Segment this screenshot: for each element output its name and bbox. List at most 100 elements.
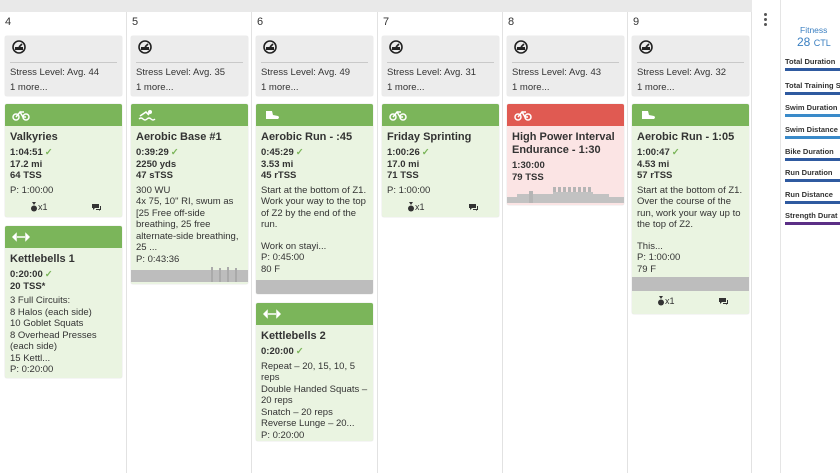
stress-level: Stress Level: Avg. 35 — [136, 67, 226, 78]
workout-distance: 2250 yds — [136, 158, 177, 170]
workout-card-aerobic-base[interactable]: Aerobic Base #1 0:39:29 ✓ 2250 yds 47 sTS… — [131, 104, 248, 284]
metric-label: Swim Duration — [785, 103, 838, 112]
more-link[interactable]: 1 more... — [387, 82, 425, 93]
workout-distance: 3.53 mi — [261, 158, 294, 170]
workout-header — [5, 226, 122, 248]
more-link[interactable]: 1 more... — [637, 82, 675, 93]
more-link[interactable]: 1 more... — [261, 82, 299, 93]
metric-bar — [785, 136, 840, 139]
workout-tss: 20 TSS* — [10, 280, 46, 292]
day-column-6: 6 — [252, 12, 378, 473]
workout-tss: 47 sTSS — [136, 170, 173, 181]
check-icon: ✓ — [295, 346, 304, 357]
bike-icon — [12, 110, 30, 121]
workout-tss: 79 TSS — [512, 171, 544, 183]
workout-graph — [632, 277, 749, 291]
workout-planned: P: 0:20:00 — [261, 429, 305, 441]
metric-bar — [785, 222, 840, 225]
metric-run-distance[interactable]: Run Distance — [785, 190, 840, 204]
day-number: 7 — [383, 16, 390, 28]
check-icon: ✓ — [295, 147, 304, 158]
stress-card[interactable]: Stress Level: Avg. 31 1 more... — [382, 36, 499, 96]
stress-card[interactable]: Stress Level: Avg. 44 1 more... — [5, 36, 122, 96]
workout-card-valkyries[interactable]: Valkyries 1:04:51 ✓ 17.2 mi 64 TSS P: 1:0… — [5, 104, 122, 217]
more-options-icon[interactable] — [762, 13, 770, 28]
workout-header — [256, 303, 373, 325]
gauge-icon — [12, 40, 26, 54]
workout-graph — [256, 280, 373, 294]
stress-card[interactable]: Stress Level: Avg. 32 1 more... — [632, 36, 749, 96]
comment-icon[interactable] — [468, 203, 479, 212]
workout-duration: 0:20:00 — [10, 269, 43, 280]
workout-header — [382, 104, 499, 126]
metric-label: Total Duration — [785, 57, 836, 66]
workout-temperature: 80 F — [261, 263, 281, 275]
fitness-number: 28 — [797, 35, 811, 49]
stress-card[interactable]: Stress Level: Avg. 35 1 more... — [131, 36, 248, 96]
metric-bar — [785, 68, 840, 71]
swim-icon — [138, 110, 156, 121]
day-number: 5 — [132, 16, 139, 28]
workout-card-high-power-interval[interactable]: High Power Interval Endurance - 1:30 1:3… — [507, 104, 624, 205]
day-number: 6 — [257, 16, 264, 28]
gauge-icon — [138, 40, 152, 54]
workout-card-aerobic-run-45[interactable]: Aerobic Run - :45 0:45:29 ✓ 3.53 mi 45 rT… — [256, 104, 373, 294]
medal-badge[interactable]: x1 — [30, 202, 48, 212]
workout-title: Aerobic Run - 1:05 — [637, 131, 735, 143]
comment-icon[interactable] — [718, 297, 729, 306]
strength-icon — [263, 309, 281, 319]
workout-header — [632, 104, 749, 126]
stress-card[interactable]: Stress Level: Avg. 49 1 more... — [256, 36, 373, 96]
more-link[interactable]: 1 more... — [512, 82, 550, 93]
comment-icon[interactable] — [91, 203, 102, 212]
bike-icon — [514, 110, 532, 121]
metric-swim-distance[interactable]: Swim Distance — [785, 125, 840, 139]
stress-level: Stress Level: Avg. 31 — [387, 67, 477, 78]
workout-card-kettlebells-2[interactable]: Kettlebells 2 0:20:00 ✓ Repeat – 20, 15, … — [256, 303, 373, 441]
workout-distance: 4.53 mi — [637, 158, 670, 170]
more-link[interactable]: 1 more... — [136, 82, 174, 93]
metric-total-duration[interactable]: Total Duration — [785, 57, 840, 71]
metric-label: Run Distance — [785, 190, 833, 199]
medal-badge[interactable]: x1 — [657, 296, 675, 306]
day-number: 4 — [5, 16, 12, 28]
stress-level: Stress Level: Avg. 32 — [637, 67, 727, 78]
workout-header — [5, 104, 122, 126]
metric-bar — [785, 92, 840, 95]
metric-total-training-stress[interactable]: Total Training S — [785, 81, 840, 95]
metric-strength-duration[interactable]: Strength Durat — [785, 211, 840, 225]
stress-level: Stress Level: Avg. 44 — [10, 67, 100, 78]
metric-bike-duration[interactable]: Bike Duration — [785, 147, 840, 161]
workout-card-kettlebells-1[interactable]: Kettlebells 1 0:20:00 ✓ 20 TSS* 3 Full Ci… — [5, 226, 122, 378]
workout-description: 3 Full Circuits: 8 Halos (each side) 10 … — [10, 295, 97, 364]
more-link[interactable]: 1 more... — [10, 82, 48, 93]
metric-bar — [785, 179, 840, 182]
workout-duration: 0:39:29 — [136, 147, 169, 158]
workout-card-friday-sprinting[interactable]: Friday Sprinting 1:00:26 ✓ 17.0 mi 71 TSS… — [382, 104, 499, 217]
workout-tss: 64 TSS — [10, 170, 42, 181]
workout-card-aerobic-run-105[interactable]: Aerobic Run - 1:05 1:00:47 ✓ 4.53 mi 57 r… — [632, 104, 749, 314]
day-column-9: 9 — [628, 12, 752, 473]
day-number: 8 — [508, 16, 515, 28]
fitness-label: Fitness — [800, 25, 828, 35]
workout-header — [131, 104, 248, 126]
workout-description-more: Work on stayi... — [261, 240, 327, 252]
medal-icon — [658, 296, 664, 306]
stress-card[interactable]: Stress Level: Avg. 43 1 more... — [507, 36, 624, 96]
metric-label: Total Training S — [785, 81, 840, 90]
workout-description: Start at the bottom of Z1. Over the cour… — [637, 184, 743, 231]
metric-swim-duration[interactable]: Swim Duration — [785, 103, 840, 117]
fitness-value[interactable]: 28 CTL — [797, 35, 831, 49]
metric-bar — [785, 158, 840, 161]
workout-title: Aerobic Base #1 — [136, 131, 222, 143]
check-icon: ✓ — [44, 269, 53, 280]
strength-icon — [12, 232, 30, 242]
metric-run-duration[interactable]: Run Duration — [785, 168, 840, 182]
workout-title: Valkyries — [10, 131, 58, 143]
workout-duration: 0:45:29 — [261, 147, 294, 158]
gauge-icon — [639, 40, 653, 54]
metric-bar — [785, 114, 840, 117]
medal-badge[interactable]: x1 — [407, 202, 425, 212]
medal-icon — [31, 202, 37, 212]
metric-label: Swim Distance — [785, 125, 838, 134]
